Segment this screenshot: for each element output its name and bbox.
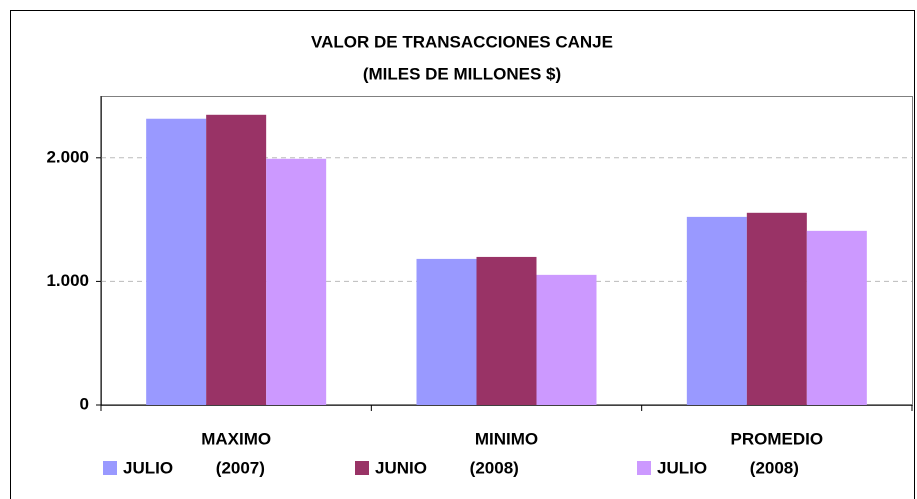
legend-marker [637,461,651,475]
chart-subtitle: (MILES DE MILLONES $) [363,64,561,83]
bar [476,256,537,405]
y-tick-label: 2.000 [46,147,89,166]
legend-label: JULIO (2008) [657,458,799,477]
bar [206,114,267,405]
x-tick-label: MINIMO [475,429,538,448]
bar [266,158,327,405]
legend-label: JUNIO (2008) [375,458,519,477]
bar [416,258,477,405]
bar [746,212,807,405]
legend-marker [103,461,117,475]
chart-title: VALOR DE TRANSACCIONES CANJE [311,32,613,51]
bar [146,118,207,405]
bar [806,230,867,405]
x-tick-label: PROMEDIO [731,429,824,448]
y-tick-label: 1.000 [46,271,89,290]
y-tick-label: 0 [80,394,89,413]
x-tick-label: MAXIMO [201,429,271,448]
legend-label: JULIO (2007) [123,458,265,477]
bar [686,216,747,405]
bar [536,274,597,405]
legend-marker [355,461,369,475]
